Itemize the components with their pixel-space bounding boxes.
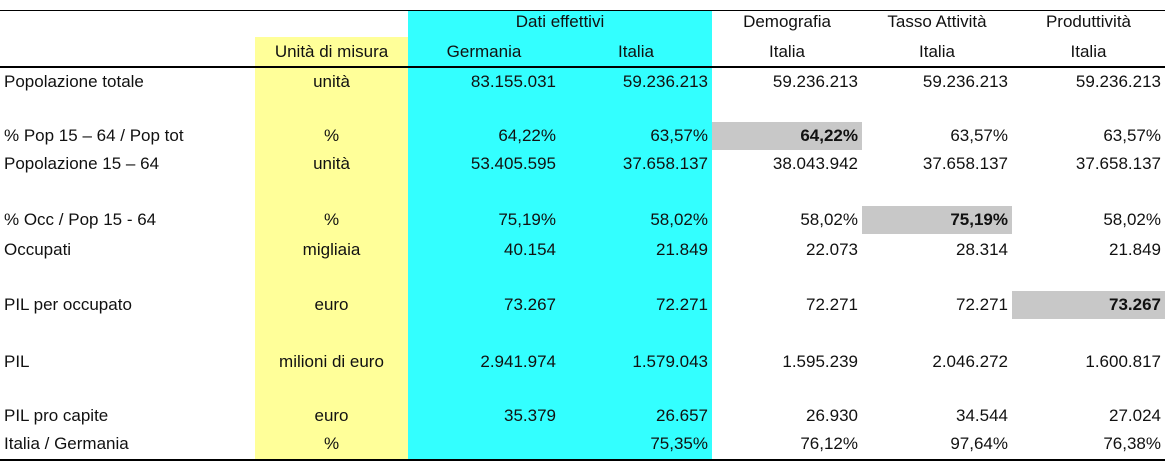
header-cell: Demografia	[743, 12, 831, 31]
header-cell: Italia	[1070, 42, 1107, 61]
value-cell: 1.600.817	[1085, 352, 1161, 371]
header-cell: Italia	[618, 42, 654, 61]
value-cell: 72.271	[806, 295, 858, 314]
row-label: Occupati	[4, 240, 72, 259]
value-cell: 21.849	[656, 240, 708, 259]
row-label: Popolazione totale	[4, 72, 144, 91]
value-cell: 59.236.213	[772, 72, 858, 91]
header-cell: Italia	[769, 42, 805, 61]
value-cell: 26.930	[806, 406, 858, 425]
value-cell: 63,57%	[1103, 126, 1161, 145]
value-cell: 63,57%	[650, 126, 708, 145]
value-cell: 27.024	[1109, 406, 1161, 425]
value-cell: 37.658.137	[922, 154, 1008, 173]
header-cell: Unità di misura	[274, 42, 389, 61]
top-rule	[0, 10, 1165, 11]
bottom-rule	[0, 459, 1165, 461]
unit-cell: euro	[314, 295, 349, 314]
unit-cell: milioni di euro	[279, 352, 384, 371]
value-cell: 83.155.031	[470, 72, 556, 91]
value-cell: 75,35%	[650, 434, 708, 453]
header-rule	[0, 66, 1165, 68]
value-cell: 59.236.213	[922, 72, 1008, 91]
unit-column-bg	[255, 37, 408, 460]
header-cell: Produttività	[1045, 12, 1132, 31]
value-cell: 59.236.213	[1075, 72, 1161, 91]
header-cell: Italia	[919, 42, 955, 61]
value-cell: 37.658.137	[1075, 154, 1161, 173]
value-cell: 72.271	[956, 295, 1008, 314]
row-label: % Occ / Pop 15 - 64	[4, 210, 157, 229]
value-cell: 28.314	[956, 240, 1008, 259]
value-cell: 58,02%	[1103, 210, 1161, 229]
value-cell: 40.154	[504, 240, 556, 259]
value-cell: 21.849	[1109, 240, 1161, 259]
value-cell: 63,57%	[950, 126, 1008, 145]
row-label: PIL pro capite	[4, 406, 109, 425]
row-label: Popolazione 15 – 64	[4, 154, 160, 173]
value-cell: 1.579.043	[632, 352, 708, 371]
value-cell: 75,19%	[498, 210, 556, 229]
value-cell: 75,19%	[862, 206, 1012, 234]
unit-cell: %	[323, 210, 340, 229]
value-cell: 58,02%	[650, 210, 708, 229]
value-cell: 26.657	[656, 406, 708, 425]
unit-cell: %	[323, 126, 340, 145]
value-cell: 73.267	[504, 295, 556, 314]
value-cell: 53.405.595	[470, 154, 556, 173]
unit-cell: euro	[314, 406, 349, 425]
value-cell: 38.043.942	[772, 154, 858, 173]
value-cell: 72.271	[656, 295, 708, 314]
row-label: Italia / Germania	[4, 434, 129, 453]
value-cell: 37.658.137	[622, 154, 708, 173]
value-cell: 73.267	[1012, 291, 1165, 319]
value-cell: 1.595.239	[782, 352, 858, 371]
value-cell: 2.941.974	[480, 352, 556, 371]
value-cell: 2.046.272	[932, 352, 1008, 371]
row-label: PIL	[4, 352, 30, 371]
value-cell: 64,22%	[712, 122, 862, 150]
unit-cell: migliaia	[302, 240, 361, 259]
value-cell: 59.236.213	[622, 72, 708, 91]
header-cell: Tasso Attività	[887, 12, 987, 31]
value-cell: 97,64%	[950, 434, 1008, 453]
actual-data-bg	[408, 10, 712, 460]
header-cell: Dati effettivi	[515, 12, 605, 31]
unit-cell: %	[323, 434, 340, 453]
value-cell: 76,38%	[1103, 434, 1161, 453]
row-label: % Pop 15 – 64 / Pop tot	[4, 126, 184, 145]
value-cell: 22.073	[806, 240, 858, 259]
value-cell: 34.544	[956, 406, 1008, 425]
value-cell: 64,22%	[498, 126, 556, 145]
unit-cell: unità	[313, 72, 350, 91]
value-cell: 76,12%	[800, 434, 858, 453]
value-cell: 35.379	[504, 406, 556, 425]
header-cell: Germania	[446, 42, 522, 61]
row-label: PIL per occupato	[4, 295, 132, 314]
value-cell: 58,02%	[800, 210, 858, 229]
unit-cell: unità	[313, 154, 350, 173]
